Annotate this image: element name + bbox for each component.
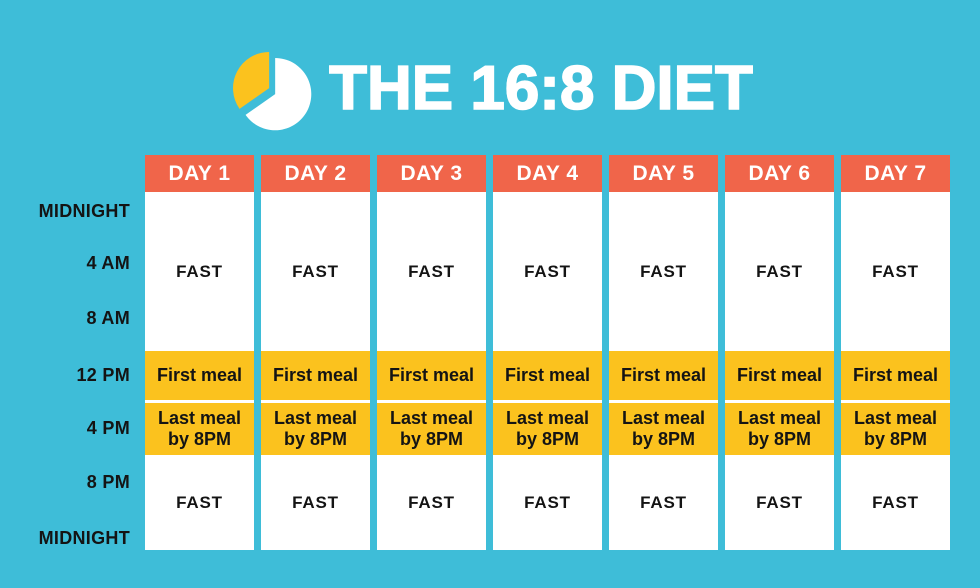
day-column-1: DAY 1 FAST First meal Last meal by 8PM F… xyxy=(145,155,254,550)
first-meal-cell: First meal xyxy=(841,351,950,400)
fast-cell: FAST xyxy=(377,192,486,351)
last-meal-line1: Last meal xyxy=(621,408,706,428)
fast-cell: FAST xyxy=(261,192,370,351)
schedule-grid: DAY 1 FAST First meal Last meal by 8PM F… xyxy=(145,155,950,550)
day-header: DAY 4 xyxy=(493,155,602,192)
last-meal-line2: by 8PM xyxy=(399,429,464,449)
last-meal-line2: by 8PM xyxy=(747,429,812,449)
last-meal-cell: Last meal by 8PM xyxy=(841,400,950,455)
first-meal-cell: First meal xyxy=(145,351,254,400)
title-bar: THE 16:8 DIET xyxy=(0,42,980,136)
fast-cell: FAST xyxy=(261,455,370,550)
last-meal-line2: by 8PM xyxy=(167,429,232,449)
day-column-2: DAY 2 FAST First meal Last meal by 8PM F… xyxy=(261,155,370,550)
first-meal-cell: First meal xyxy=(725,351,834,400)
fast-cell: FAST xyxy=(145,455,254,550)
last-meal-line1: Last meal xyxy=(505,408,590,428)
last-meal-cell: Last meal by 8PM xyxy=(493,400,602,455)
fast-cell: FAST xyxy=(841,455,950,550)
time-label-4am: 4 AM xyxy=(86,253,130,273)
day-column-3: DAY 3 FAST First meal Last meal by 8PM F… xyxy=(377,155,486,550)
last-meal-line2: by 8PM xyxy=(515,429,580,449)
last-meal-line1: Last meal xyxy=(273,408,358,428)
first-meal-cell: First meal xyxy=(493,351,602,400)
last-meal-cell: Last meal by 8PM xyxy=(609,400,718,455)
pie-clock-icon xyxy=(233,52,312,131)
day-header: DAY 3 xyxy=(377,155,486,192)
day-column-4: DAY 4 FAST First meal Last meal by 8PM F… xyxy=(493,155,602,550)
last-meal-line2: by 8PM xyxy=(631,429,696,449)
day-header: DAY 5 xyxy=(609,155,718,192)
first-meal-cell: First meal xyxy=(609,351,718,400)
fast-cell: FAST xyxy=(377,455,486,550)
time-label-8am: 8 AM xyxy=(86,308,130,328)
fast-cell: FAST xyxy=(841,192,950,351)
fast-cell: FAST xyxy=(725,455,834,550)
day-header: DAY 1 xyxy=(145,155,254,192)
page-title: THE 16:8 DIET xyxy=(328,54,753,123)
fast-cell: FAST xyxy=(609,455,718,550)
time-label-8pm: 8 PM xyxy=(86,472,130,492)
fast-cell: FAST xyxy=(725,192,834,351)
last-meal-line2: by 8PM xyxy=(283,429,348,449)
day-column-7: DAY 7 FAST First meal Last meal by 8PM F… xyxy=(841,155,950,550)
last-meal-line1: Last meal xyxy=(853,408,938,428)
last-meal-line1: Last meal xyxy=(737,408,822,428)
day-header: DAY 2 xyxy=(261,155,370,192)
time-label-midnight-top: MIDNIGHT xyxy=(38,201,130,221)
last-meal-line1: Last meal xyxy=(157,408,242,428)
last-meal-cell: Last meal by 8PM xyxy=(261,400,370,455)
fast-cell: FAST xyxy=(145,192,254,351)
last-meal-line2: by 8PM xyxy=(863,429,928,449)
time-label-4pm: 4 PM xyxy=(86,418,130,438)
day-column-5: DAY 5 FAST First meal Last meal by 8PM F… xyxy=(609,155,718,550)
fast-cell: FAST xyxy=(609,192,718,351)
day-header: DAY 7 xyxy=(841,155,950,192)
time-label-12pm: 12 PM xyxy=(76,365,130,385)
day-header: DAY 6 xyxy=(725,155,834,192)
first-meal-cell: First meal xyxy=(261,351,370,400)
fast-cell: FAST xyxy=(493,455,602,550)
last-meal-cell: Last meal by 8PM xyxy=(725,400,834,455)
last-meal-line1: Last meal xyxy=(389,408,474,428)
fast-cell: FAST xyxy=(493,192,602,351)
time-label-midnight-bottom: MIDNIGHT xyxy=(38,528,130,548)
first-meal-cell: First meal xyxy=(377,351,486,400)
day-column-6: DAY 6 FAST First meal Last meal by 8PM F… xyxy=(725,155,834,550)
last-meal-cell: Last meal by 8PM xyxy=(377,400,486,455)
last-meal-cell: Last meal by 8PM xyxy=(145,400,254,455)
